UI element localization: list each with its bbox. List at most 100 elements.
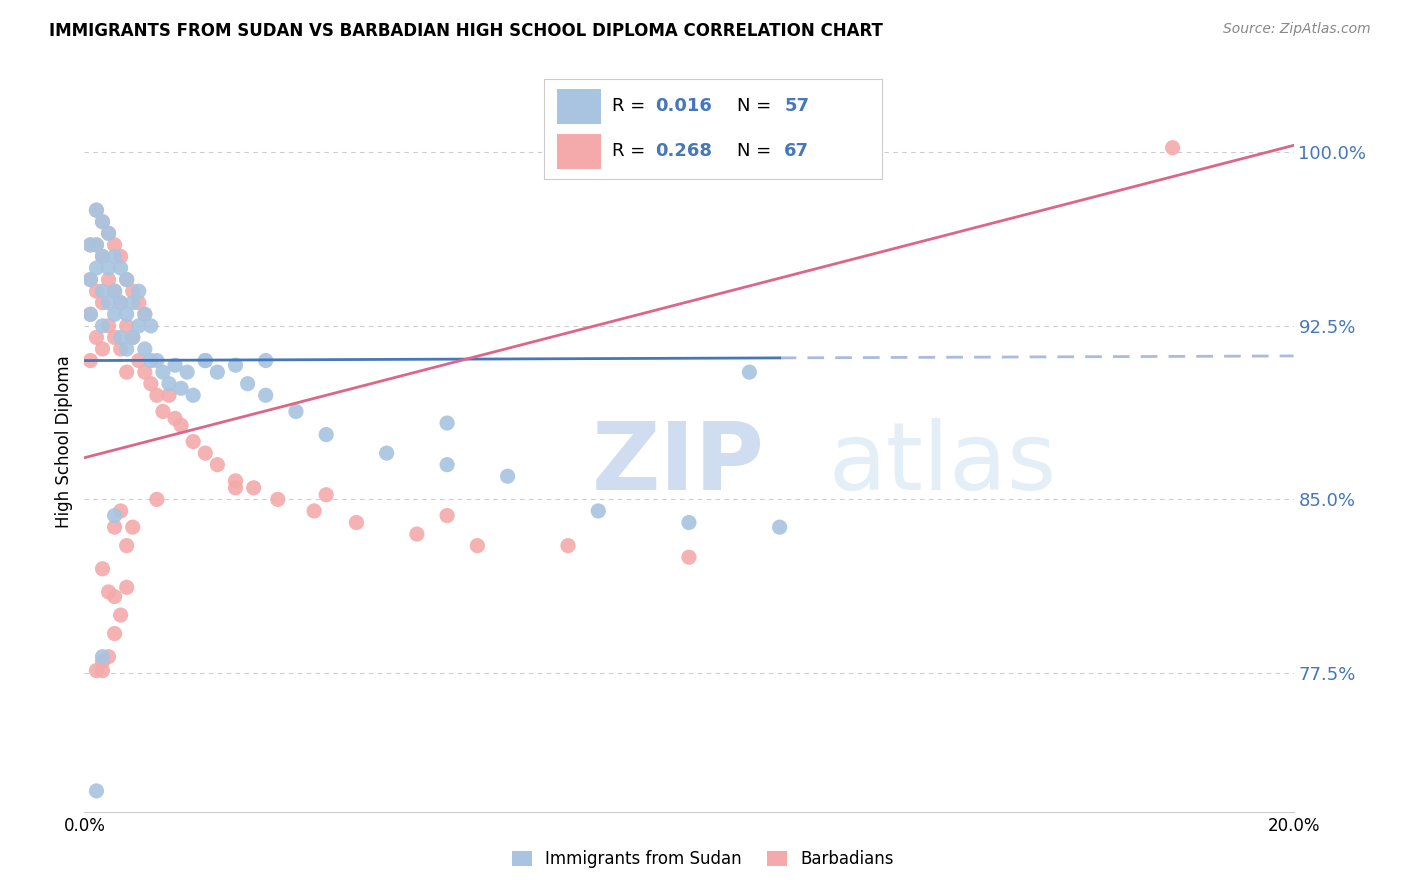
- Point: [152, 365, 174, 379]
- Point: [86, 784, 108, 798]
- Point: [436, 458, 458, 472]
- Point: [678, 516, 700, 530]
- Point: [104, 590, 127, 604]
- Point: [91, 562, 114, 576]
- Point: [146, 353, 169, 368]
- Point: [110, 295, 132, 310]
- Text: ZIP: ZIP: [592, 417, 765, 509]
- Point: [104, 626, 127, 640]
- Point: [86, 330, 108, 344]
- Point: [128, 353, 150, 368]
- Point: [134, 307, 156, 321]
- Point: [91, 649, 114, 664]
- Point: [157, 376, 180, 391]
- Point: [104, 284, 127, 298]
- Point: [115, 365, 138, 379]
- Point: [181, 388, 204, 402]
- Point: [91, 654, 114, 668]
- Text: Source: ZipAtlas.com: Source: ZipAtlas.com: [1223, 22, 1371, 37]
- Point: [79, 238, 101, 252]
- Point: [121, 284, 143, 298]
- Point: [79, 272, 101, 286]
- Point: [157, 388, 180, 402]
- Point: [86, 238, 108, 252]
- Point: [194, 353, 217, 368]
- Point: [91, 284, 114, 298]
- Point: [91, 249, 114, 263]
- Point: [110, 249, 132, 263]
- Point: [139, 353, 162, 368]
- Point: [86, 284, 108, 298]
- Point: [91, 215, 114, 229]
- Point: [97, 585, 120, 599]
- Point: [115, 580, 138, 594]
- Point: [97, 227, 120, 241]
- Point: [128, 295, 150, 310]
- Point: [121, 295, 143, 310]
- Point: [375, 446, 398, 460]
- Point: [110, 295, 132, 310]
- Point: [91, 342, 114, 356]
- Point: [128, 318, 150, 333]
- Point: [254, 353, 277, 368]
- Point: [146, 388, 169, 402]
- Point: [436, 416, 458, 430]
- Point: [242, 481, 264, 495]
- Point: [194, 446, 217, 460]
- Point: [146, 492, 169, 507]
- Point: [110, 260, 132, 275]
- Point: [678, 550, 700, 565]
- Point: [97, 227, 120, 241]
- Text: atlas: atlas: [828, 417, 1056, 509]
- Point: [134, 365, 156, 379]
- Point: [97, 272, 120, 286]
- Point: [86, 203, 108, 218]
- Point: [97, 295, 120, 310]
- Point: [79, 353, 101, 368]
- Point: [285, 404, 308, 418]
- Point: [104, 284, 127, 298]
- Point: [302, 504, 325, 518]
- Point: [104, 520, 127, 534]
- Point: [225, 358, 247, 372]
- Point: [97, 649, 120, 664]
- Point: [436, 508, 458, 523]
- Point: [104, 249, 127, 263]
- Point: [128, 284, 150, 298]
- Point: [152, 404, 174, 418]
- Point: [91, 664, 114, 678]
- Point: [115, 272, 138, 286]
- Point: [165, 411, 187, 425]
- Point: [134, 307, 156, 321]
- Point: [346, 516, 368, 530]
- Point: [104, 330, 127, 344]
- Point: [115, 272, 138, 286]
- Point: [467, 539, 489, 553]
- Point: [86, 203, 108, 218]
- Point: [115, 342, 138, 356]
- Point: [254, 388, 277, 402]
- Text: IMMIGRANTS FROM SUDAN VS BARBADIAN HIGH SCHOOL DIPLOMA CORRELATION CHART: IMMIGRANTS FROM SUDAN VS BARBADIAN HIGH …: [49, 22, 883, 40]
- Point: [97, 260, 120, 275]
- Point: [738, 365, 761, 379]
- Point: [121, 520, 143, 534]
- Point: [91, 318, 114, 333]
- Point: [121, 330, 143, 344]
- Point: [104, 307, 127, 321]
- Point: [406, 527, 429, 541]
- Point: [139, 318, 162, 333]
- Point: [181, 434, 204, 449]
- Point: [79, 307, 101, 321]
- Point: [170, 418, 193, 433]
- Point: [110, 330, 132, 344]
- Point: [115, 539, 138, 553]
- Point: [86, 260, 108, 275]
- Point: [165, 358, 187, 372]
- Point: [91, 295, 114, 310]
- Point: [769, 520, 792, 534]
- Y-axis label: High School Diploma: High School Diploma: [55, 355, 73, 528]
- Point: [121, 330, 143, 344]
- Point: [267, 492, 290, 507]
- Point: [1161, 141, 1184, 155]
- Point: [86, 664, 108, 678]
